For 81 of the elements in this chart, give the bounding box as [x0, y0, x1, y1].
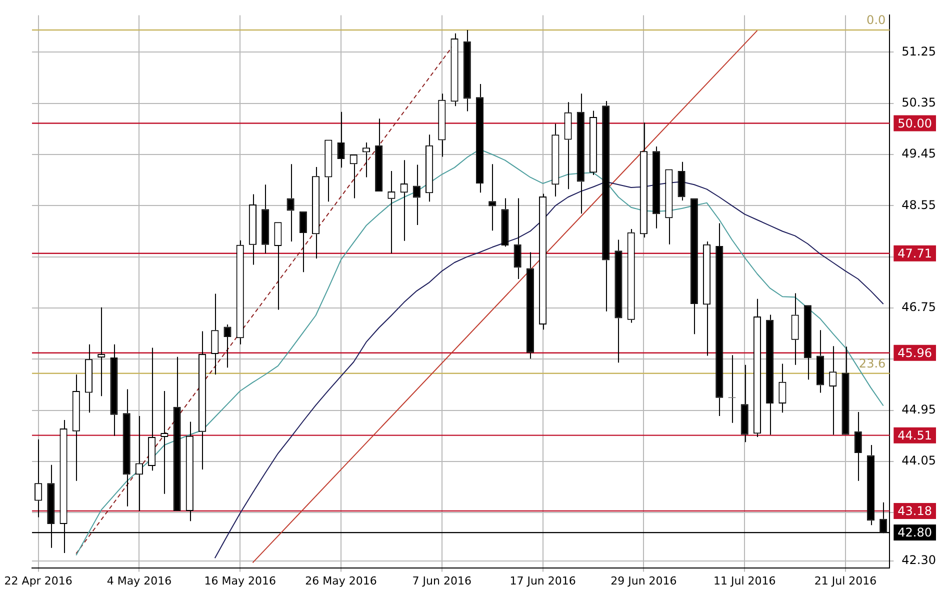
candlestick: [564, 102, 572, 190]
candlestick: [740, 364, 748, 443]
candlestick: [211, 293, 219, 376]
candlestick: [375, 118, 383, 192]
candlestick: [426, 134, 434, 202]
x-tick-label: 21 Jul 2016: [814, 574, 877, 588]
candlestick: [665, 169, 673, 245]
candlestick: [514, 198, 522, 280]
candlestick: [576, 93, 584, 214]
candlestick: [438, 93, 446, 158]
y-tick-label: 44.05: [902, 454, 936, 468]
candlestick: [274, 222, 282, 310]
candlestick: [866, 444, 875, 526]
candlestick: [816, 330, 824, 394]
candlestick: [640, 122, 648, 238]
x-tick-label: 29 Jun 2016: [610, 574, 677, 588]
candlestick: [186, 421, 194, 522]
candlestick: [248, 194, 256, 266]
x-tick-label: 17 Jun 2016: [510, 574, 576, 588]
ref-line-label: 44.51: [898, 428, 932, 442]
ref-line-label: 42.80: [898, 526, 932, 540]
candlestick: [72, 374, 80, 482]
candlestick: [198, 330, 206, 470]
y-tick-label: 44.95: [902, 402, 936, 416]
candlestick: [299, 211, 307, 273]
candlestick: [829, 346, 837, 436]
candlestick: [501, 198, 509, 248]
candlestick: [702, 240, 711, 356]
y-tick-label: 49.45: [902, 146, 936, 161]
candlestick: [716, 222, 724, 417]
x-tick-label: 26 May 2016: [305, 574, 377, 588]
candlestick: [488, 164, 496, 232]
candlestick: [678, 161, 686, 202]
candlestick: [262, 184, 270, 254]
candlestick: [450, 32, 458, 107]
ref-line-label: 43.18: [898, 504, 932, 518]
candlestick: [173, 356, 181, 511]
candlestick: [160, 390, 168, 494]
candlestick: [34, 438, 42, 518]
candlestick: [652, 146, 660, 229]
candlestick: [526, 252, 534, 360]
candlestick: [110, 344, 118, 436]
candlestick: [766, 314, 774, 436]
x-tick-label: 22 Apr 2016: [4, 574, 72, 588]
candlestick: [476, 83, 484, 194]
candlestick: [463, 29, 471, 112]
y-tick-label: 51.25: [902, 44, 936, 58]
candlestick: [539, 193, 547, 330]
candlestick: [552, 123, 560, 198]
y-tick-label: 42.30: [902, 553, 936, 568]
candlestick: [602, 100, 610, 312]
candlestick: [854, 412, 862, 482]
ref-line-label: 47.71: [898, 246, 932, 261]
candlestick: [627, 228, 635, 324]
y-tick-label: 46.75: [902, 300, 936, 314]
ref-line-label: 50.00: [898, 116, 932, 130]
candlestick: [842, 346, 850, 435]
candlestick: [337, 111, 345, 168]
candlestick: [148, 347, 156, 472]
annotation: 23.6: [858, 356, 886, 370]
candlestick: [122, 388, 130, 507]
candlestick: [690, 198, 698, 335]
candlestick: [589, 110, 598, 176]
x-tick-label: 7 Jun 2016: [412, 574, 472, 588]
candlestick: [614, 239, 622, 364]
candlestick: [236, 240, 244, 345]
candlestick: [98, 306, 106, 397]
candlestick: [324, 140, 332, 202]
ref-line-label: 45.96: [898, 346, 932, 360]
annotation: 0.0: [866, 13, 886, 28]
x-tick-label: 11 Jul 2016: [713, 574, 776, 588]
candlestick: [804, 305, 812, 380]
x-tick-label: 16 May 2016: [204, 574, 276, 588]
y-tick-label: 50.35: [902, 95, 936, 110]
candlestick: [791, 292, 799, 366]
x-tick-label: 4 May 2016: [106, 574, 172, 588]
y-tick-label: 48.55: [902, 198, 936, 212]
candlestick: [312, 166, 320, 260]
candlestick: [753, 298, 761, 438]
candlestick: [778, 363, 786, 414]
candlestick: [84, 344, 93, 414]
